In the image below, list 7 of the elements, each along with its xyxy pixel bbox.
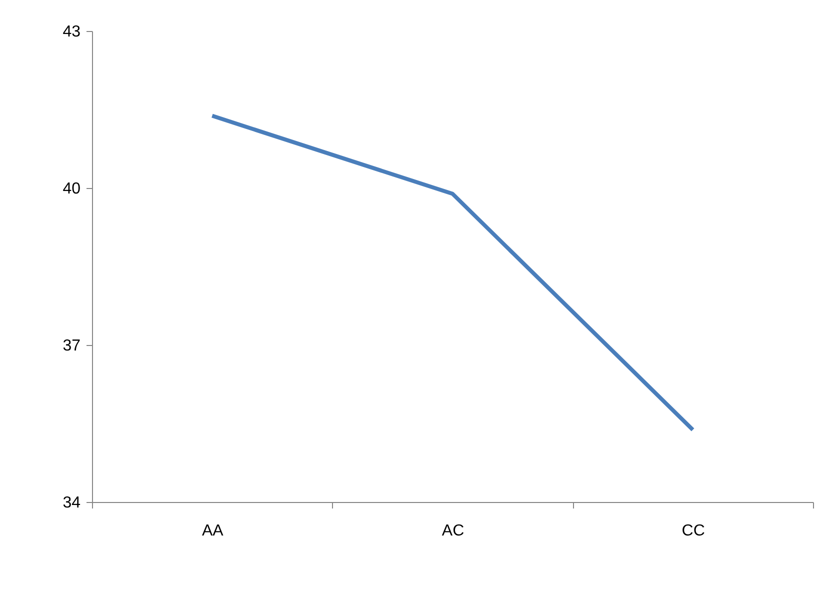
x-tick-label: CC <box>682 522 705 540</box>
y-tick-label: 40 <box>62 180 81 198</box>
y-tick-label: 43 <box>62 24 81 40</box>
x-tick-label: AA <box>202 522 224 540</box>
y-tick-label: 37 <box>62 338 81 354</box>
x-tick-label: AC <box>442 522 464 540</box>
y-tick-label: 34 <box>62 494 81 512</box>
